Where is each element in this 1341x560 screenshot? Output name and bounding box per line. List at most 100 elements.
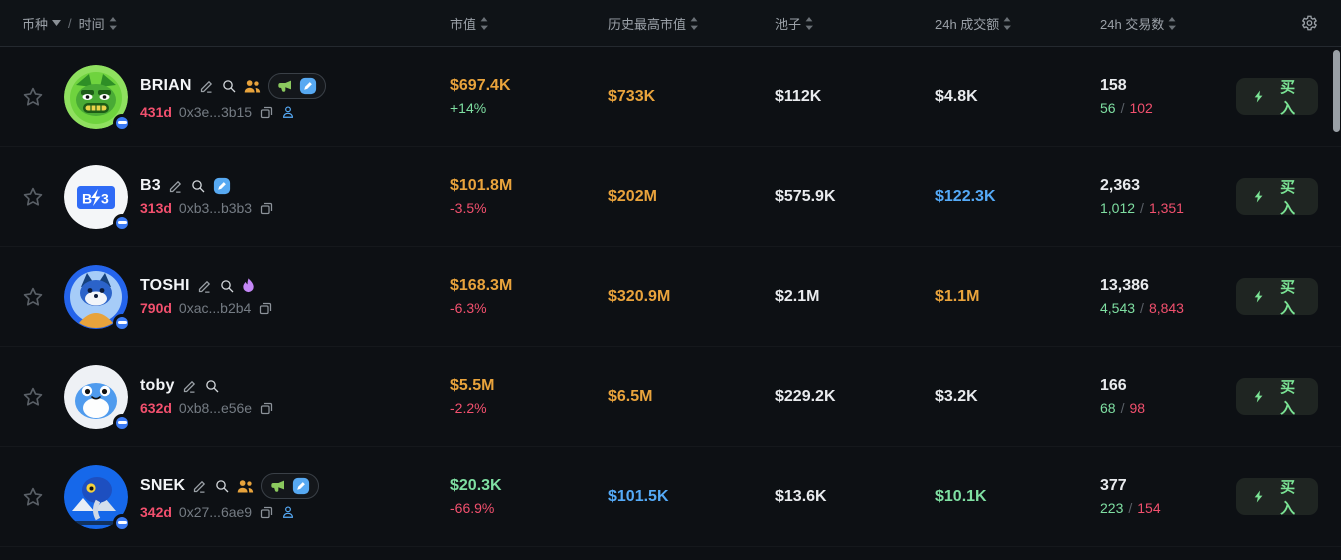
tx-total: 2,363 <box>1100 177 1141 194</box>
megaphone-icon[interactable] <box>277 79 293 93</box>
market-cap-change: -3.5% <box>450 200 487 216</box>
favorite-star-icon[interactable] <box>22 286 44 308</box>
token-badges <box>182 378 220 394</box>
column-header-volume[interactable]: 24h 成交额 <box>935 14 1012 33</box>
megaphone-icon[interactable] <box>270 479 286 493</box>
edit-icon[interactable] <box>192 479 207 494</box>
buy-button[interactable]: 买入 <box>1236 278 1318 317</box>
favorite-star-icon[interactable] <box>22 186 44 208</box>
copy-icon[interactable] <box>259 201 274 216</box>
buy-button[interactable]: 买入 <box>1236 378 1318 417</box>
shield-icon[interactable] <box>299 77 317 95</box>
copy-icon[interactable] <box>258 301 273 316</box>
buy-button[interactable]: 买入 <box>1236 78 1318 117</box>
people-icon[interactable] <box>244 79 261 94</box>
token-avatar[interactable] <box>64 264 131 332</box>
token-avatar[interactable] <box>64 364 131 432</box>
token-avatar[interactable] <box>64 64 131 132</box>
caret-down-icon <box>52 20 62 26</box>
promo-badges[interactable] <box>267 73 326 99</box>
address-icons <box>259 104 295 120</box>
copy-icon[interactable] <box>259 401 274 416</box>
edit-icon[interactable] <box>199 79 214 94</box>
chain-badge-icon <box>113 213 131 232</box>
shield-icon[interactable] <box>292 477 310 495</box>
token-name[interactable]: BRIAN <box>140 77 192 94</box>
chain-badge-icon <box>113 113 131 132</box>
token-row[interactable]: BRIAN 431d 0x3e...3b15 $697.4K +14% $733… <box>0 47 1341 147</box>
tx-sells: 154 <box>1137 500 1161 516</box>
column-header-mcap[interactable]: 市值 <box>450 14 489 33</box>
chain-badge-icon <box>113 413 131 432</box>
market-cap-value: $20.3K <box>450 477 502 494</box>
time-column-label: 时间 <box>78 16 105 32</box>
market-cap-change: -6.3% <box>450 300 487 316</box>
market-cap-value: $697.4K <box>450 77 511 94</box>
person-icon[interactable] <box>281 504 295 520</box>
token-badges <box>192 473 320 499</box>
sort-icon <box>1168 16 1177 30</box>
ath-mcap-value: $202M <box>608 187 657 205</box>
edit-icon[interactable] <box>168 179 183 194</box>
sort-icon <box>690 16 699 30</box>
person-icon[interactable] <box>281 104 295 120</box>
column-header-token[interactable]: 币种 <box>22 14 62 33</box>
shield-icon[interactable] <box>213 177 231 195</box>
buy-button[interactable]: 买入 <box>1236 478 1318 517</box>
column-header-ath[interactable]: 历史最高市值 <box>608 14 699 33</box>
volume-value: $4.8K <box>935 87 978 105</box>
favorite-star-icon[interactable] <box>22 486 44 508</box>
token-name[interactable]: B3 <box>140 177 161 194</box>
copy-icon[interactable] <box>259 105 274 120</box>
ath-mcap-value: $733K <box>608 87 656 105</box>
copy-icon[interactable] <box>259 505 274 520</box>
lightning-bolt-icon <box>1254 290 1263 303</box>
token-address: 0xac...b2b4 <box>178 300 252 316</box>
edit-icon[interactable] <box>197 279 212 294</box>
token-name[interactable]: SNEK <box>140 477 186 494</box>
tx-slash: / <box>1120 400 1125 416</box>
gear-icon <box>1301 15 1318 31</box>
token-address: 0xb3...b3b3 <box>178 200 253 216</box>
buy-button-label: 买入 <box>1280 378 1296 417</box>
search-icon[interactable] <box>219 278 235 294</box>
token-name[interactable]: TOSHI <box>140 277 190 294</box>
volume-value: $10.1K <box>935 487 987 505</box>
search-icon[interactable] <box>204 378 220 394</box>
search-icon[interactable] <box>214 478 230 494</box>
search-icon[interactable] <box>221 78 237 94</box>
token-avatar[interactable] <box>64 464 131 532</box>
search-icon[interactable] <box>190 178 206 194</box>
tx-total: 158 <box>1100 77 1127 94</box>
token-name[interactable]: toby <box>140 377 175 394</box>
people-icon[interactable] <box>237 479 254 494</box>
token-age: 790d <box>140 300 172 316</box>
pool-value: $13.6K <box>775 487 827 505</box>
tx-buys: 223 <box>1100 500 1124 516</box>
sort-icon <box>1003 16 1012 30</box>
token-rows: BRIAN 431d 0x3e...3b15 $697.4K +14% $733… <box>0 47 1341 547</box>
token-age: 313d <box>140 200 172 216</box>
column-header-pool[interactable]: 池子 <box>775 14 814 33</box>
edit-icon[interactable] <box>182 379 197 394</box>
token-row[interactable]: SNEK 342d 0x27...6ae9 $20.3K -66.9% $101… <box>0 447 1341 547</box>
volume-value: $122.3K <box>935 187 996 205</box>
favorite-star-icon[interactable] <box>22 86 44 108</box>
column-header-time[interactable]: 时间 <box>79 14 117 33</box>
flame-icon[interactable] <box>242 278 255 294</box>
buy-button[interactable]: 买入 <box>1236 178 1318 217</box>
token-row[interactable]: toby 632d 0xb8...e56e $5.5M -2.2% $6.5M … <box>0 347 1341 447</box>
settings-button[interactable] <box>1300 14 1318 32</box>
token-address: 0x3e...3b15 <box>178 104 253 120</box>
tx-sells: 98 <box>1129 400 1146 416</box>
promo-badges[interactable] <box>261 473 320 499</box>
lightning-bolt-icon <box>1254 190 1263 203</box>
token-row[interactable]: TOSHI 790d 0xac...b2b4 $168.3M -6.3% $32… <box>0 247 1341 347</box>
favorite-star-icon[interactable] <box>22 386 44 408</box>
tx-buys: 1,012 <box>1100 200 1136 216</box>
scrollbar-thumb[interactable] <box>1333 50 1340 132</box>
column-header-transactions[interactable]: 24h 交易数 <box>1100 14 1177 33</box>
pool-value: $2.1M <box>775 287 820 305</box>
